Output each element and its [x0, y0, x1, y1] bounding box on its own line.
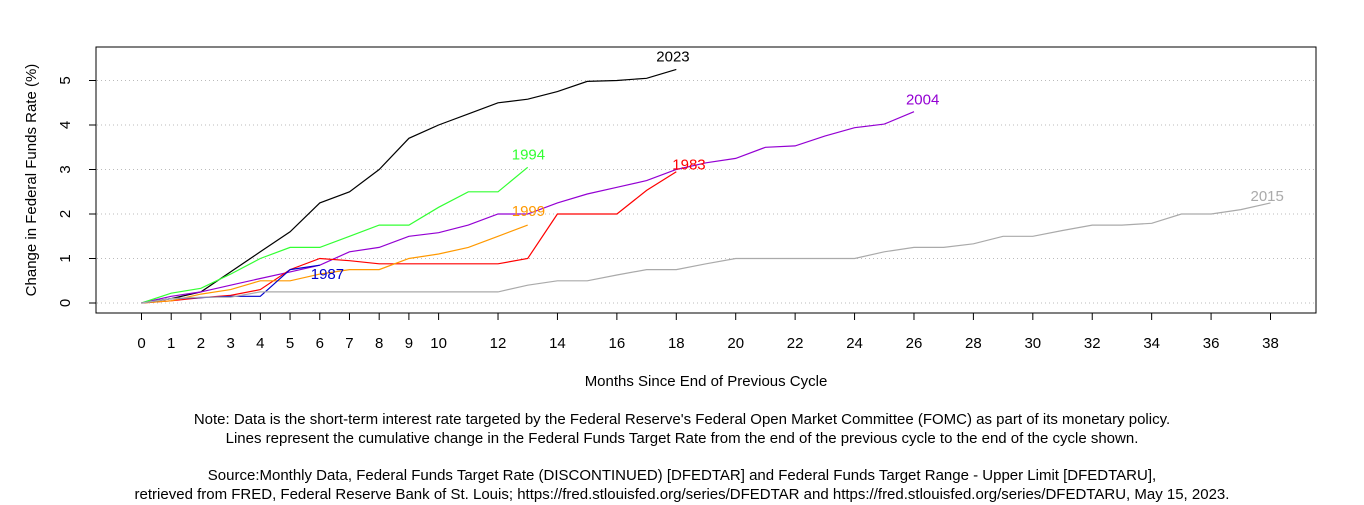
x-tick-label: 28 — [965, 335, 982, 352]
y-tick-label: 2 — [57, 210, 74, 218]
series-line-1994 — [141, 166, 529, 304]
x-tick-label: 14 — [549, 335, 566, 352]
source-line-1: Source:Monthly Data, Federal Funds Targe… — [207, 467, 1157, 484]
x-tick-label: 8 — [375, 335, 383, 352]
x-tick-label: 6 — [316, 335, 324, 352]
series-line-1983 — [141, 171, 677, 304]
y-tick-label: 3 — [57, 165, 74, 173]
x-tick-label: 2 — [197, 335, 205, 352]
source-line-2: retrieved from FRED, Federal Reserve Ban… — [134, 486, 1230, 503]
x-tick-label: 1 — [167, 335, 175, 352]
series-line-2023 — [141, 68, 677, 304]
x-tick-label: 18 — [668, 335, 685, 352]
x-axis-label: Months Since End of Previous Cycle — [585, 373, 828, 390]
x-tick-label: 32 — [1084, 335, 1101, 352]
note-line-1: Note: Data is the short-term interest ra… — [193, 411, 1171, 428]
series-label-1994: 1994 — [512, 146, 545, 163]
x-tick-label: 26 — [906, 335, 923, 352]
series-label-1999: 1999 — [512, 203, 545, 220]
x-tick-label: 30 — [1024, 335, 1041, 352]
plot-frame — [95, 46, 1317, 314]
x-tick-label: 10 — [430, 335, 447, 352]
x-tick-label: 38 — [1262, 335, 1279, 352]
y-tick-label: 1 — [57, 254, 74, 262]
x-tick-label: 34 — [1143, 335, 1160, 352]
x-tick-label: 20 — [727, 335, 744, 352]
series-label-2004: 2004 — [906, 92, 939, 109]
x-tick-label: 22 — [787, 335, 804, 352]
y-tick-label: 0 — [57, 299, 74, 307]
x-tick-label: 0 — [137, 335, 145, 352]
series-line-2004 — [141, 111, 915, 304]
x-tick-label: 3 — [226, 335, 234, 352]
series-label-2015: 2015 — [1251, 188, 1284, 205]
x-tick-label: 7 — [345, 335, 353, 352]
x-tick-label: 36 — [1203, 335, 1220, 352]
note-line-2: Lines represent the cumulative change in… — [225, 430, 1139, 447]
y-tick-label: 4 — [57, 121, 74, 129]
series-line-1999 — [141, 224, 528, 304]
x-tick-label: 4 — [256, 335, 264, 352]
rate-change-chart: 0 1 2 3 4 5 6 7 8 9 10 12 14 16 18 20 22 24 26 28 30 32 34 36 38… — [23, 46, 1317, 390]
series-label-2023: 2023 — [656, 48, 689, 65]
x-tick-label: 24 — [846, 335, 863, 352]
x-tick-label: 9 — [405, 335, 413, 352]
x-tick-label: 5 — [286, 335, 294, 352]
series-label-1987: 1987 — [311, 266, 344, 283]
x-tick-label: 16 — [609, 335, 626, 352]
y-tick-label: 5 — [57, 76, 74, 84]
series-line-2015 — [141, 202, 1271, 304]
y-axis-label: Change in Federal Funds Rate (%) — [23, 64, 40, 297]
x-tick-label: 12 — [490, 335, 507, 352]
series-label-1983: 1983 — [672, 157, 705, 174]
